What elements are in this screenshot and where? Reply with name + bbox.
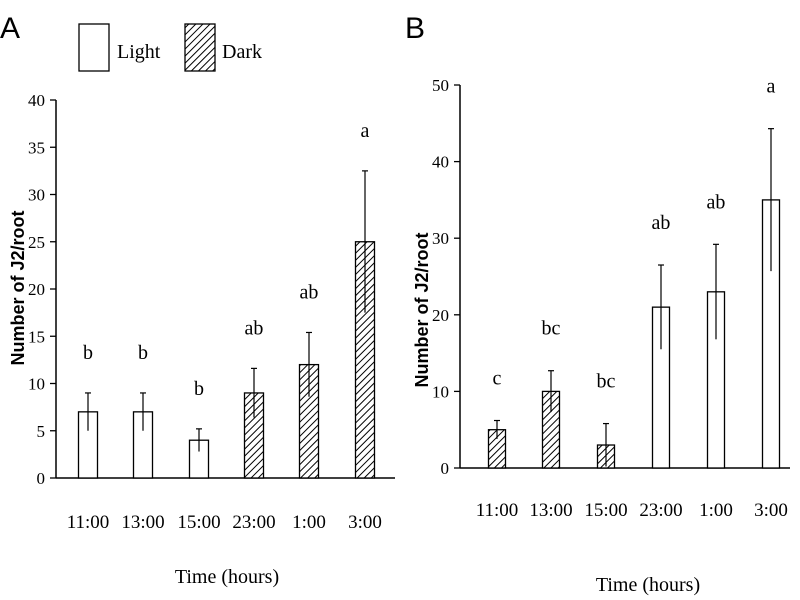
x-tick-label: 13:00 xyxy=(121,512,164,533)
significance-letter: a xyxy=(767,76,776,98)
x-tick-label: 1:00 xyxy=(292,512,326,533)
y-tick-label: 20 xyxy=(432,306,449,325)
legend-light-swatch xyxy=(78,23,110,72)
y-tick-label: 35 xyxy=(28,138,45,157)
y-tick-label: 50 xyxy=(432,76,449,95)
y-tick-label: 30 xyxy=(28,186,45,205)
y-axis-label-a: Number of J2/root xyxy=(8,210,28,365)
plot-b: 0 10 20 30 40 50 c 11:00 bc 13:00 bc 15:00 ab 23:00 ab… xyxy=(432,76,790,521)
significance-letter: ab xyxy=(707,191,726,213)
significance-letter: b xyxy=(138,342,148,364)
x-axis-label-a: Time (hours) xyxy=(175,566,279,588)
x-tick-label: 1:00 xyxy=(699,500,733,521)
significance-letter: a xyxy=(361,120,370,142)
x-tick-label: 3:00 xyxy=(754,500,788,521)
significance-letter: b xyxy=(194,378,204,400)
plot-a: 0 5 10 15 20 25 30 35 40 b 11:00 b 13:00 b 15:00 ab 23:0… xyxy=(28,91,395,533)
y-tick-label: 25 xyxy=(28,233,45,252)
legend-dark-label: Dark xyxy=(222,41,262,63)
x-tick-label: 15:00 xyxy=(177,512,220,533)
x-tick-label: 13:00 xyxy=(529,500,572,521)
significance-letter: ab xyxy=(245,317,264,339)
y-tick-label: 0 xyxy=(441,459,450,478)
x-tick-label: 23:00 xyxy=(232,512,275,533)
y-tick-label: 10 xyxy=(28,375,45,394)
x-tick-label: 11:00 xyxy=(67,512,110,533)
legend-light-label: Light xyxy=(117,41,161,63)
x-tick-label: 11:00 xyxy=(476,500,519,521)
y-tick-label: 15 xyxy=(28,327,45,346)
significance-letter: c xyxy=(493,368,502,390)
significance-letter: bc xyxy=(597,371,616,393)
legend-dark-swatch xyxy=(184,23,216,72)
x-tick-label: 15:00 xyxy=(584,500,627,521)
panel-label-a: A xyxy=(0,12,20,45)
y-tick-label: 10 xyxy=(432,382,449,401)
x-axis-label-b: Time (hours) xyxy=(596,574,700,596)
panel-b: B Number of J2/root Time (hours) 0 10 20 30… xyxy=(405,12,790,596)
significance-letter: ab xyxy=(300,281,319,303)
significance-letter: bc xyxy=(542,318,561,340)
y-axis-label-b: Number of J2/root xyxy=(412,232,432,387)
y-tick-label: 30 xyxy=(432,229,449,248)
panel-a: A Light Dark Number of J2/root Time (hou… xyxy=(0,12,395,588)
x-tick-label: 3:00 xyxy=(348,512,382,533)
significance-letter: ab xyxy=(652,212,671,234)
y-tick-label: 40 xyxy=(28,91,45,110)
significance-letter: b xyxy=(83,342,93,364)
legend: Light Dark xyxy=(78,23,262,72)
y-tick-label: 5 xyxy=(37,422,46,441)
y-tick-label: 40 xyxy=(432,153,449,172)
y-tick-label: 0 xyxy=(37,469,46,488)
y-tick-label: 20 xyxy=(28,280,45,299)
panel-label-b: B xyxy=(405,12,425,45)
x-tick-label: 23:00 xyxy=(639,500,682,521)
